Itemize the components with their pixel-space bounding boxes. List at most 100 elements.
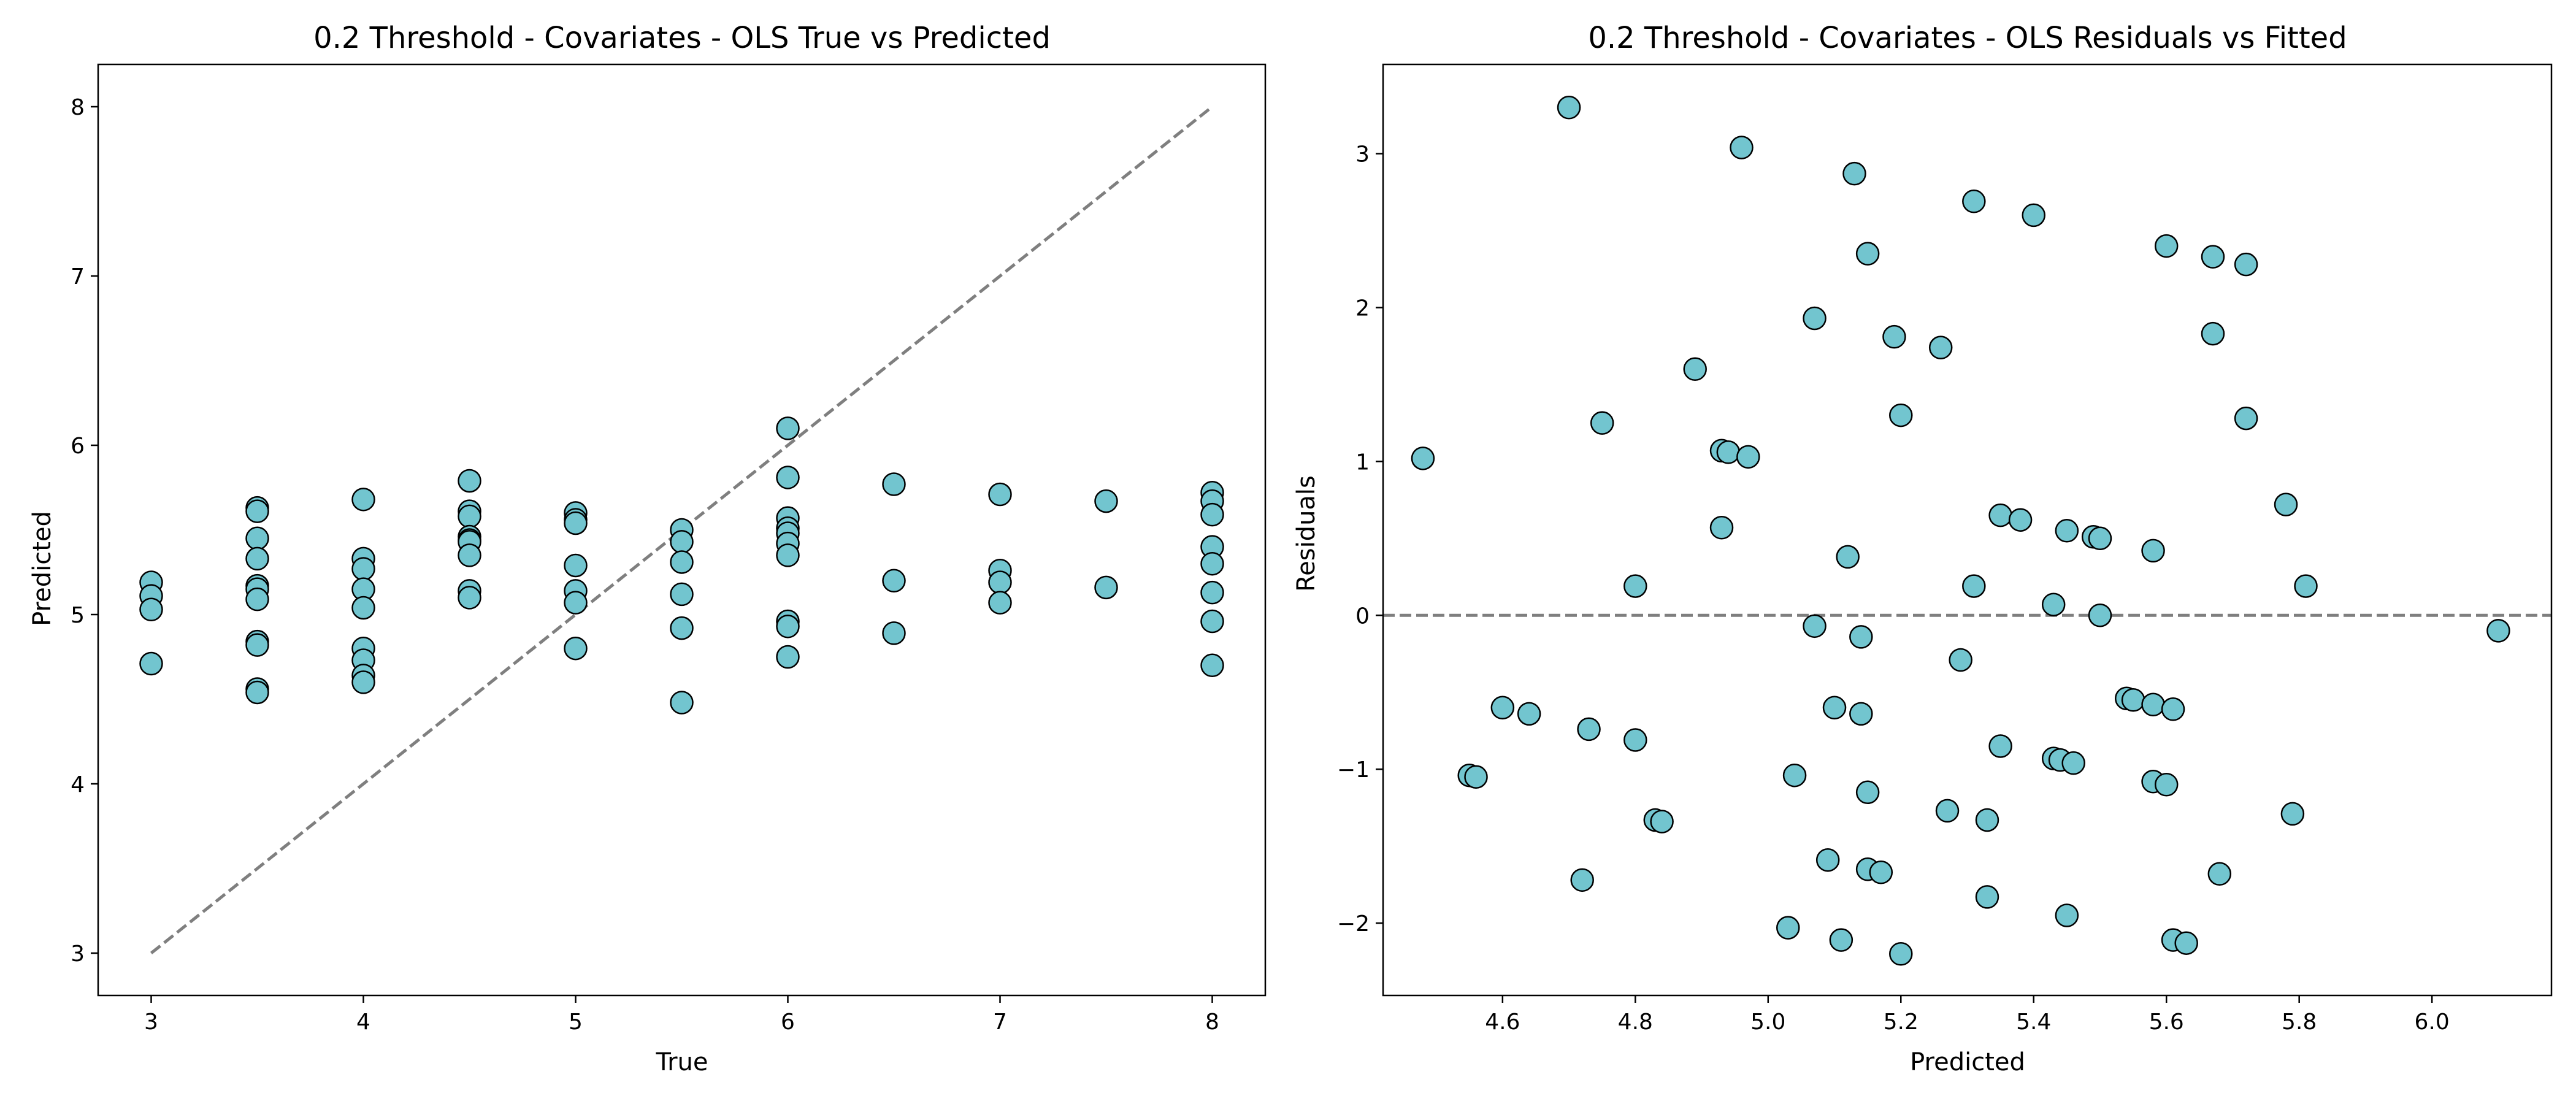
data-point — [1782, 763, 1807, 788]
data-point — [1889, 942, 1913, 966]
data-point — [1464, 765, 1488, 789]
data-point — [988, 570, 1012, 594]
data-point — [1557, 96, 1581, 120]
data-point — [245, 546, 269, 571]
data-point — [2154, 234, 2179, 258]
data-point — [2234, 406, 2258, 431]
y-tick-label: −1 — [1337, 757, 1370, 783]
y-tick-label: 3 — [1355, 142, 1370, 167]
x-tick-label: 6 — [781, 1010, 795, 1035]
data-point — [2141, 539, 2165, 563]
data-point — [351, 557, 375, 581]
data-point — [1949, 648, 1972, 672]
data-point — [245, 680, 269, 705]
data-point — [776, 645, 800, 669]
plot-area — [97, 63, 1267, 997]
data-point — [458, 504, 481, 529]
x-tick-label: 4.8 — [1618, 1010, 1653, 1035]
data-point — [2207, 862, 2232, 886]
data-point — [2061, 751, 2085, 775]
data-point — [1855, 780, 1880, 805]
data-point — [1836, 545, 1860, 569]
data-point — [2294, 574, 2318, 598]
data-point — [2274, 493, 2298, 516]
x-tick-label: 5.8 — [2282, 1010, 2317, 1035]
data-point — [1094, 575, 1118, 600]
y-tick-label: 1 — [1355, 450, 1370, 475]
data-point — [245, 499, 269, 523]
data-point — [2486, 619, 2510, 643]
x-tick-label: 6.0 — [2415, 1010, 2450, 1035]
data-point — [1975, 885, 1999, 909]
data-point — [1849, 702, 1873, 726]
y-tick-label: −2 — [1337, 911, 1370, 937]
data-point — [2201, 245, 2225, 269]
y-tick-label: 6 — [71, 434, 85, 459]
data-point — [670, 550, 694, 574]
x-axis-label: True — [656, 1048, 708, 1076]
data-point — [670, 691, 694, 715]
residuals-vs-fitted-panel: 0.2 Threshold - Covariates - OLS Residua… — [1292, 21, 2553, 1076]
data-point — [1889, 403, 1913, 427]
x-tick-label: 5.6 — [2149, 1010, 2184, 1035]
x-tick-label: 8 — [1205, 1010, 1219, 1035]
scatter-points — [1411, 96, 2510, 966]
y-tick-label: 5 — [71, 603, 85, 628]
data-point — [458, 469, 481, 493]
data-point — [1962, 190, 1986, 213]
data-point — [1928, 335, 1953, 359]
data-point — [1200, 609, 1224, 634]
data-point — [1517, 702, 1541, 726]
y-axis-label: Residuals — [1292, 475, 1321, 592]
x-tick-label: 7 — [993, 1010, 1007, 1035]
data-point — [1815, 848, 1840, 872]
data-point — [1855, 242, 1880, 266]
data-point — [351, 670, 375, 694]
y-tick-label: 8 — [71, 95, 85, 120]
reference-line-group — [150, 105, 1214, 954]
data-point — [1709, 515, 1734, 540]
data-point — [351, 488, 375, 512]
data-point — [1650, 810, 1674, 834]
data-point — [458, 586, 481, 610]
data-point — [351, 596, 375, 620]
x-axis-label: Predicted — [1910, 1048, 2025, 1076]
y-axis-label: Predicted — [28, 511, 56, 626]
data-point — [1842, 161, 1866, 186]
data-point — [1803, 306, 1827, 331]
data-point — [245, 587, 269, 611]
data-point — [1869, 861, 1893, 884]
y-tick-label: 7 — [71, 264, 85, 289]
data-point — [1882, 324, 1906, 349]
data-point — [1776, 916, 1800, 940]
x-tick-label: 3 — [144, 1010, 158, 1035]
data-point — [1988, 503, 2012, 527]
y-ticks: −2 −1 0 1 2 3 — [1337, 142, 1383, 937]
data-point — [670, 616, 694, 640]
data-point — [1962, 574, 1986, 598]
y-tick-label: 0 — [1355, 604, 1370, 629]
data-point — [776, 466, 800, 489]
data-point — [882, 569, 906, 593]
data-point — [988, 591, 1012, 615]
data-point — [2141, 692, 2165, 717]
chart-title: 0.2 Threshold - Covariates - OLS True vs… — [313, 21, 1051, 55]
y-tick-label: 2 — [1355, 296, 1370, 321]
data-point — [2201, 321, 2225, 346]
data-point — [1988, 734, 2012, 758]
data-point — [245, 633, 269, 657]
data-point — [1716, 440, 1741, 464]
data-point — [1411, 447, 1435, 470]
data-point — [1623, 728, 1647, 752]
data-point — [1849, 625, 1873, 649]
data-point — [2055, 519, 2079, 543]
data-point — [988, 482, 1012, 507]
x-tick-label: 4 — [356, 1010, 370, 1035]
data-point — [1570, 868, 1594, 892]
data-point — [2121, 688, 2145, 712]
data-point — [139, 597, 163, 621]
true-vs-predicted-panel: 0.2 Threshold - Covariates - OLS True vs… — [28, 21, 1267, 1076]
data-point — [2280, 802, 2305, 826]
data-point — [564, 553, 588, 578]
data-point — [776, 416, 800, 440]
